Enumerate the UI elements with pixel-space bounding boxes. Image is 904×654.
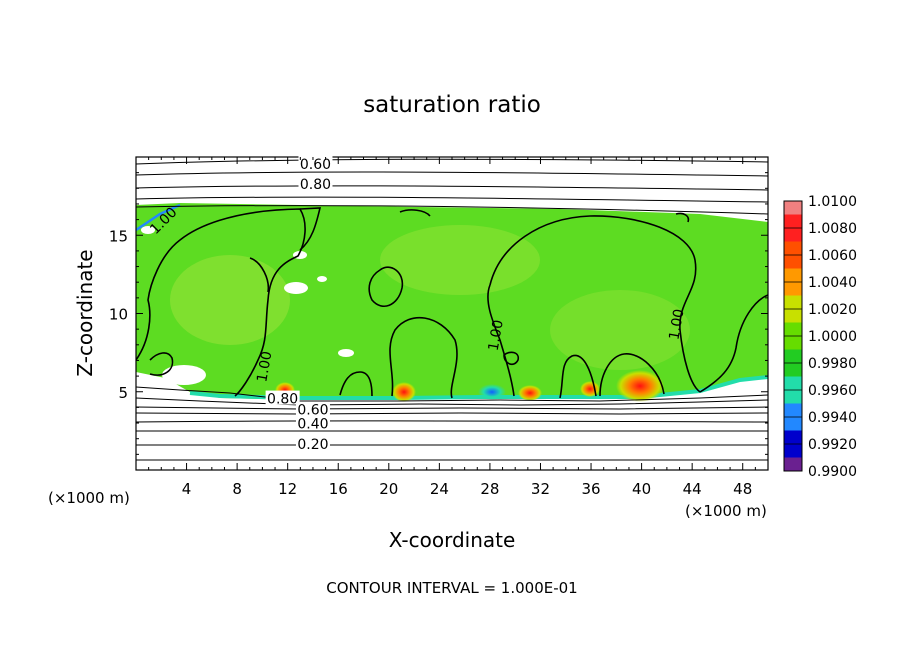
dry-hole [317, 276, 327, 282]
colorbar-level-label: 1.0040 [808, 275, 857, 291]
x-tick-label: 16 [329, 480, 348, 498]
contour-label-bg [298, 155, 333, 170]
contour-label-bg [295, 435, 330, 450]
x-tick-label: 24 [430, 480, 449, 498]
x-scale-note-right: (×1000 m) [685, 502, 767, 520]
colorbar-level-label: 1.0060 [808, 248, 857, 264]
light-green-patch [170, 255, 290, 345]
x-axis-label: X-coordinate [389, 528, 516, 552]
contour-interval-footer: CONTOUR INTERVAL = 1.000E-01 [326, 579, 577, 597]
high-saturation-spot [518, 385, 542, 401]
x-tick-label: 40 [632, 480, 651, 498]
lower-contours [136, 386, 768, 461]
x-tick-label: 36 [581, 480, 600, 498]
colorbar: 1.0100 1.0080 1.0060 1.0040 1.0020 1.0000 0.99… [783, 194, 857, 480]
y-tick-label: 5 [118, 384, 128, 402]
y-axis-ticks: 5 10 15 [109, 172, 768, 455]
dry-hole [338, 349, 354, 357]
x-tick-label: 28 [480, 480, 499, 498]
x-tick-label: 8 [232, 480, 242, 498]
dry-hole [284, 282, 308, 294]
contour-label: 0.80 [300, 177, 331, 193]
x-tick-label: 12 [278, 480, 297, 498]
x-tick-label: 4 [182, 480, 192, 498]
high-saturation-spot [616, 370, 664, 402]
contour-label: 0.60 [297, 403, 328, 419]
low-saturation-spot [478, 384, 506, 400]
high-saturation-spot [580, 381, 600, 397]
x-scale-note-left: (×1000 m) [48, 489, 130, 507]
moist-layer-field [136, 203, 768, 400]
y-axis-label: Z-coordinate [73, 249, 97, 376]
contour-label-bg [265, 390, 300, 405]
contour-label: 0.80 [267, 392, 298, 408]
y-tick-label: 10 [109, 306, 128, 324]
contour-label: 1.00 [254, 350, 275, 383]
y-tick-label: 15 [109, 227, 128, 245]
high-saturation-spot [392, 382, 416, 402]
colorbar-level-label: 1.0020 [808, 302, 857, 318]
colorbar-level-label: 0.9980 [808, 356, 857, 372]
dry-hole [141, 226, 155, 234]
contour-label-bg [298, 176, 333, 191]
colorbar-level-label: 0.9900 [808, 464, 857, 480]
colorbar-level-label: 1.0100 [808, 194, 857, 210]
contour-label: 0.40 [297, 417, 328, 433]
x-tick-label: 32 [531, 480, 550, 498]
colorbar-swatch [784, 201, 802, 215]
upper-contours [136, 158, 768, 215]
contour-label-bg [295, 401, 330, 416]
chart-title: saturation ratio [363, 92, 541, 118]
contour-label-bg [295, 415, 330, 430]
light-green-patch [550, 290, 690, 370]
contour-label: 1.00 [666, 308, 687, 341]
colorbar-level-label: 1.0000 [808, 329, 857, 345]
contour-label: 0.60 [300, 157, 331, 173]
x-tick-label: 20 [379, 480, 398, 498]
contour-label: 0.20 [297, 437, 328, 453]
unity-contours [136, 207, 768, 399]
contour-label: 1.00 [486, 319, 507, 352]
colorbar-level-label: 0.9960 [808, 383, 857, 399]
colorbar-swatch [784, 457, 802, 471]
light-green-patch [380, 225, 540, 295]
colorbar-level-label: 1.0080 [808, 221, 857, 237]
x-tick-label: 48 [733, 480, 752, 498]
x-tick-label: 44 [683, 480, 702, 498]
x-axis-ticks: 4 8 12 16 20 24 28 32 36 40 44 48 [148, 157, 756, 498]
plot-area [136, 158, 768, 461]
colorbar-level-label: 0.9920 [808, 437, 857, 453]
colorbar-level-label: 0.9940 [808, 410, 857, 426]
dry-hole [162, 365, 206, 385]
top-blue-edge [136, 203, 181, 232]
